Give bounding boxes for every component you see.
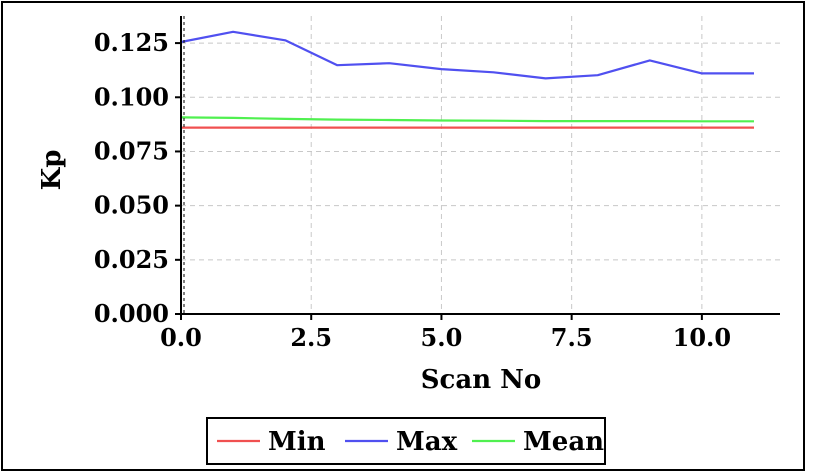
series-line-mean — [180, 116, 754, 123]
data-series — [180, 30, 754, 129]
x-tick-label: 10.0 — [673, 323, 731, 352]
y-axis-label: Kp — [37, 150, 67, 191]
figure-border — [1, 1, 805, 471]
y-tick-label: 0.025 — [94, 245, 169, 274]
legend-label-min: Min — [268, 427, 326, 457]
legend-label-mean: Mean — [523, 427, 604, 457]
x-tick-label: 0.0 — [160, 323, 202, 352]
y-tick-label: 0.125 — [94, 28, 169, 57]
y-tick-label: 0.100 — [94, 82, 169, 111]
axes — [175, 16, 780, 320]
tick-labels: 0.000 0.025 0.050 0.075 0.100 0.125 0.0 2.5 5.0 7… — [94, 28, 731, 352]
series-line-max — [180, 30, 754, 80]
y-tick-label: 0.050 — [94, 191, 169, 220]
legend-box — [206, 417, 606, 465]
y-tick-label: 0.075 — [94, 136, 169, 165]
grid-lines — [181, 16, 780, 314]
x-tick-label: 7.5 — [551, 323, 593, 352]
x-tick-label: 2.5 — [290, 323, 332, 352]
legend: Min Max Mean — [206, 417, 606, 465]
x-tick-label: 5.0 — [421, 323, 463, 352]
legend-label-max: Max — [396, 427, 458, 457]
x-axis-label: Scan No — [421, 365, 542, 395]
y-tick-label: 0.000 — [94, 299, 169, 328]
